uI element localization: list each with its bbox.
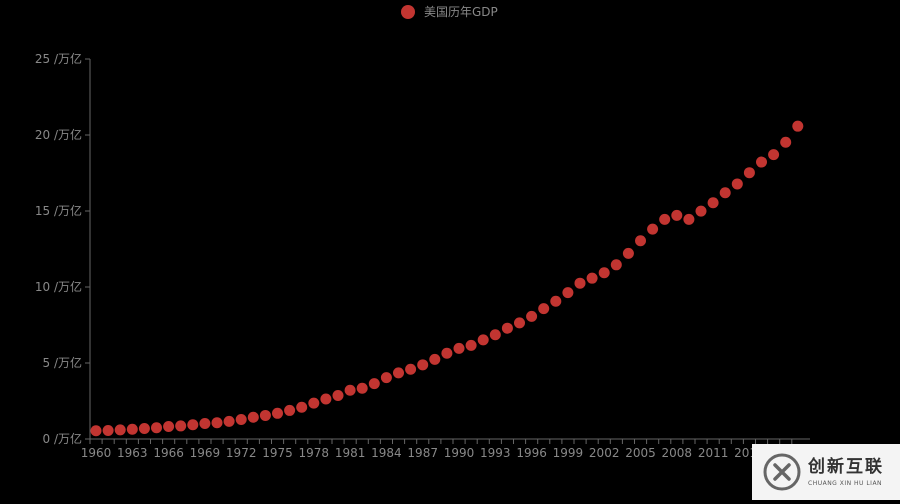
legend[interactable]: 美国历年GDP (401, 5, 498, 19)
data-point[interactable] (356, 382, 368, 394)
x-axis: 1960 1963 1966 1969 1972 1975 1978 1981 1984 1987… (81, 438, 810, 460)
y-tick-label: 20 /万亿 (35, 127, 82, 142)
data-point[interactable] (187, 419, 199, 431)
data-point[interactable] (610, 259, 622, 271)
data-point[interactable] (586, 272, 598, 284)
data-point[interactable] (489, 329, 501, 341)
legend-marker (401, 5, 415, 19)
data-point[interactable] (138, 423, 150, 435)
x-tick-label: 1990 (444, 446, 475, 460)
data-point[interactable] (102, 424, 114, 436)
data-point[interactable] (538, 303, 550, 315)
data-point[interactable] (731, 178, 743, 190)
data-point[interactable] (574, 277, 586, 289)
brand-subtitle: CHUANG XIN HU LIAN (808, 480, 883, 487)
x-tick-label: 1993 (480, 446, 511, 460)
x-tick-label: 1999 (553, 446, 584, 460)
brand-watermark: 创新互联 CHUANG XIN HU LIAN (752, 444, 900, 500)
x-tick-label: 2011 (698, 446, 729, 460)
data-point[interactable] (514, 317, 525, 329)
y-tick-label: 5 /万亿 (43, 355, 83, 370)
x-tick-label: 1978 (299, 446, 330, 460)
data-point[interactable] (272, 407, 283, 419)
x-tick-label: 1975 (262, 446, 293, 460)
data-point[interactable] (792, 120, 804, 132)
data-point[interactable] (368, 378, 380, 390)
data-point[interactable] (429, 353, 441, 365)
x-tick-label: 1969 (190, 446, 221, 460)
data-point[interactable] (550, 295, 562, 307)
data-point[interactable] (647, 223, 659, 235)
y-tick-label: 25 /万亿 (35, 51, 82, 66)
y-tick-label: 15 /万亿 (35, 203, 82, 218)
brand-title: 创新互联 (808, 457, 884, 477)
data-point[interactable] (247, 411, 259, 423)
data-point[interactable] (259, 409, 271, 421)
data-point[interactable] (211, 417, 223, 429)
y-axis: 0 /万亿 5 /万亿 10 /万亿 15 /万亿 20 /万亿 25 /万亿 (35, 51, 91, 446)
data-point[interactable] (320, 393, 332, 405)
data-point[interactable] (743, 167, 755, 179)
data-point[interactable] (622, 247, 634, 259)
series-points (90, 120, 804, 437)
y-tick-label: 0 /万亿 (43, 431, 83, 446)
data-point[interactable] (501, 322, 513, 334)
y-tick-label: 10 /万亿 (35, 279, 82, 294)
data-point[interactable] (126, 423, 138, 435)
data-point[interactable] (526, 310, 538, 322)
legend-label: 美国历年GDP (424, 5, 498, 19)
data-point[interactable] (671, 209, 683, 221)
x-tick-label: 2008 (662, 446, 693, 460)
data-point[interactable] (707, 197, 719, 209)
x-tick-label: 1984 (371, 446, 402, 460)
data-point[interactable] (695, 205, 707, 217)
data-point[interactable] (683, 213, 695, 225)
data-point[interactable] (598, 267, 610, 279)
data-point[interactable] (477, 334, 489, 346)
brand-logo-icon (763, 453, 801, 491)
data-point[interactable] (175, 420, 187, 432)
data-point[interactable] (780, 136, 792, 148)
x-tick-label: 1966 (153, 446, 184, 460)
data-point[interactable] (659, 213, 671, 225)
data-point[interactable] (223, 415, 235, 427)
data-point[interactable] (332, 390, 344, 402)
data-point[interactable] (441, 347, 453, 359)
data-point[interactable] (417, 359, 429, 371)
data-point[interactable] (635, 235, 646, 247)
x-tick-label: 2002 (589, 446, 620, 460)
x-tick-label: 1960 (81, 446, 112, 460)
data-point[interactable] (405, 363, 417, 375)
data-point[interactable] (296, 401, 308, 413)
data-point[interactable] (393, 367, 404, 379)
data-point[interactable] (284, 404, 296, 416)
data-point[interactable] (308, 397, 320, 409)
data-point[interactable] (90, 425, 102, 437)
x-tick-label: 1981 (335, 446, 366, 460)
x-tick-label: 1963 (117, 446, 148, 460)
data-point[interactable] (719, 187, 731, 199)
data-point[interactable] (235, 414, 247, 426)
data-point[interactable] (465, 339, 477, 351)
data-point[interactable] (562, 287, 574, 299)
data-point[interactable] (199, 417, 211, 429)
x-tick-label: 1972 (226, 446, 257, 460)
x-tick-label: 1996 (516, 446, 547, 460)
data-point[interactable] (756, 156, 767, 168)
data-point[interactable] (453, 342, 465, 354)
data-point[interactable] (344, 384, 356, 396)
data-point[interactable] (114, 424, 126, 436)
x-tick-label: 2005 (625, 446, 656, 460)
data-point[interactable] (163, 421, 175, 433)
data-point[interactable] (151, 422, 162, 434)
x-tick-label: 1987 (407, 446, 438, 460)
data-point[interactable] (380, 372, 392, 384)
data-point[interactable] (768, 149, 780, 161)
